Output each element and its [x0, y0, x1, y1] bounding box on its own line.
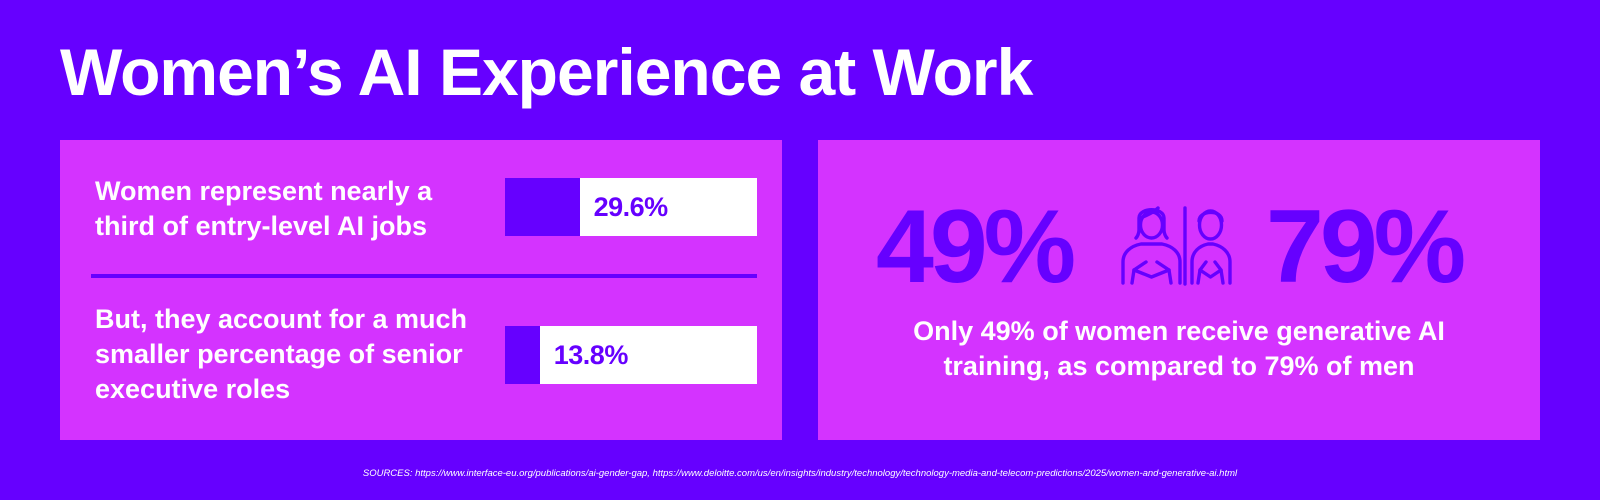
- training-caption: Only 49% of women receive generative AI …: [913, 316, 1445, 381]
- woman-icon: [1121, 206, 1182, 285]
- sources-footnote: SOURCES: https://www.interface-eu.org/pu…: [362, 468, 1238, 479]
- man-icon: [1190, 209, 1232, 285]
- bar-value-senior-exec: 13.8%: [553, 340, 629, 370]
- bar-value-entry-level: 29.6%: [593, 192, 669, 222]
- stat-label-entry-level: Women represent nearly a third of entry-…: [95, 176, 433, 241]
- divider: [91, 274, 757, 278]
- gender-icons: [1120, 204, 1238, 286]
- bar-fill-entry-level: [505, 178, 580, 236]
- progress-bar-entry-level: 29.6%: [505, 178, 757, 236]
- left-panel: Women represent nearly a third of entry-…: [60, 140, 782, 440]
- page-title: Women’s AI Experience at Work: [60, 35, 1033, 109]
- stat-label-senior-exec: But, they account for a much smaller per…: [95, 304, 468, 404]
- stat-row-entry-level: Women represent nearly a third of entry-…: [95, 172, 757, 252]
- bar-fill-senior-exec: [505, 326, 540, 384]
- progress-bar-senior-exec: 13.8%: [505, 326, 757, 384]
- stat-row-senior-exec: But, they account for a much smaller per…: [95, 302, 757, 412]
- men-percentage: 79%: [1266, 189, 1466, 305]
- right-panel: 49% 79% Only 49% of women receive genera…: [818, 140, 1540, 440]
- women-percentage: 49%: [876, 189, 1076, 305]
